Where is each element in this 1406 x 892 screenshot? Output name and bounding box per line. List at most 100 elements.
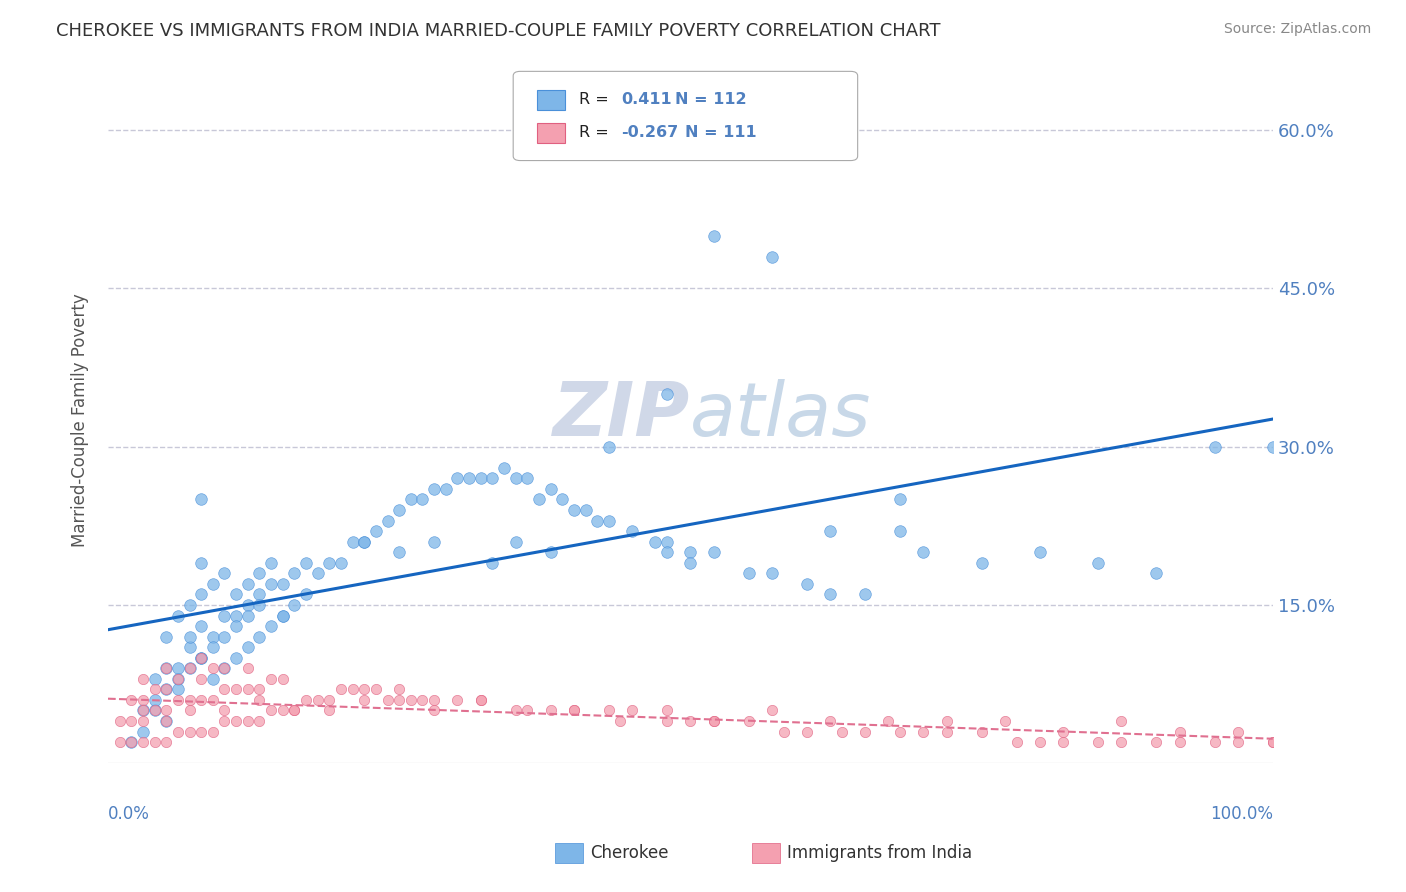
Point	[703, 714, 725, 728]
Point	[655, 534, 678, 549]
Point	[329, 682, 352, 697]
Point	[644, 534, 666, 549]
Text: R =: R =	[579, 93, 614, 107]
Point	[190, 650, 212, 665]
Point	[225, 650, 247, 665]
Point	[214, 703, 236, 717]
Point	[283, 703, 305, 717]
Point	[505, 703, 527, 717]
Point	[1052, 735, 1074, 749]
Point	[377, 693, 399, 707]
Point	[540, 703, 562, 717]
Point	[214, 630, 236, 644]
Point	[132, 703, 155, 717]
Point	[1005, 735, 1028, 749]
Point	[1261, 735, 1284, 749]
Point	[399, 492, 422, 507]
Text: Immigrants from India: Immigrants from India	[787, 844, 973, 862]
Point	[492, 460, 515, 475]
Point	[132, 714, 155, 728]
Point	[249, 682, 271, 697]
Point	[831, 724, 853, 739]
Text: 0.0%: 0.0%	[108, 805, 150, 823]
Point	[225, 587, 247, 601]
Point	[388, 682, 411, 697]
Point	[179, 661, 201, 675]
Point	[167, 724, 190, 739]
Point	[190, 556, 212, 570]
Point	[179, 703, 201, 717]
Point	[527, 492, 550, 507]
Point	[155, 735, 177, 749]
Point	[970, 556, 993, 570]
Point	[260, 556, 283, 570]
Point	[143, 703, 166, 717]
Text: CHEROKEE VS IMMIGRANTS FROM INDIA MARRIED-COUPLE FAMILY POVERTY CORRELATION CHAR: CHEROKEE VS IMMIGRANTS FROM INDIA MARRIE…	[56, 22, 941, 40]
Point	[889, 724, 911, 739]
Point	[120, 735, 142, 749]
Text: N = 112: N = 112	[675, 93, 747, 107]
Point	[889, 524, 911, 538]
Point	[342, 534, 364, 549]
Point	[364, 682, 387, 697]
Point	[201, 661, 224, 675]
Point	[236, 577, 259, 591]
Text: R =: R =	[579, 125, 614, 139]
Point	[225, 714, 247, 728]
Point	[516, 703, 538, 717]
Point	[935, 714, 957, 728]
Point	[155, 714, 177, 728]
Point	[179, 661, 201, 675]
Text: atlas: atlas	[690, 379, 872, 451]
Point	[108, 735, 131, 749]
Point	[318, 556, 340, 570]
Point	[295, 693, 318, 707]
Point	[155, 682, 177, 697]
Point	[167, 682, 190, 697]
Point	[190, 619, 212, 633]
Point	[132, 693, 155, 707]
Point	[214, 661, 236, 675]
Point	[761, 703, 783, 717]
Point	[155, 661, 177, 675]
Point	[179, 640, 201, 655]
Point	[225, 682, 247, 697]
Point	[179, 724, 201, 739]
Point	[1261, 440, 1284, 454]
Point	[446, 471, 468, 485]
Point	[155, 661, 177, 675]
Point	[470, 693, 492, 707]
Point	[598, 703, 620, 717]
Point	[201, 640, 224, 655]
Point	[167, 672, 190, 686]
Point	[377, 514, 399, 528]
Point	[132, 735, 155, 749]
Point	[143, 703, 166, 717]
Text: N = 111: N = 111	[685, 125, 756, 139]
Point	[703, 228, 725, 243]
Point	[516, 471, 538, 485]
Point	[249, 598, 271, 612]
Point	[772, 724, 794, 739]
Point	[120, 714, 142, 728]
Point	[540, 482, 562, 496]
Point	[167, 608, 190, 623]
Point	[1226, 735, 1249, 749]
Point	[271, 608, 294, 623]
Point	[562, 703, 585, 717]
Point	[598, 514, 620, 528]
Point	[562, 503, 585, 517]
Point	[853, 724, 876, 739]
Point	[271, 672, 294, 686]
Point	[353, 682, 375, 697]
Point	[1204, 735, 1226, 749]
Point	[1087, 556, 1109, 570]
Point	[329, 556, 352, 570]
Point	[201, 693, 224, 707]
Point	[970, 724, 993, 739]
Point	[249, 566, 271, 581]
Point	[179, 598, 201, 612]
Point	[399, 693, 422, 707]
Point	[167, 672, 190, 686]
Point	[260, 619, 283, 633]
